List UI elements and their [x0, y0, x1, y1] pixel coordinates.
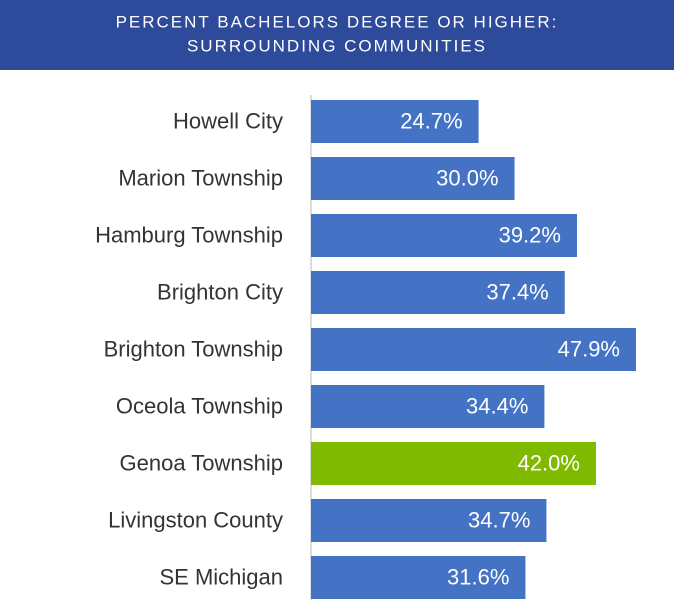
category-label: Marion Township: [118, 165, 283, 190]
bar: [311, 271, 565, 314]
category-label: Hamburg Township: [95, 222, 283, 247]
bar: [311, 214, 577, 257]
value-label: 47.9%: [558, 336, 620, 361]
bar: [311, 157, 515, 200]
category-label: Brighton Township: [104, 336, 283, 361]
chart-title: SURROUNDING COMMUNITIES: [187, 36, 487, 55]
category-label: Brighton City: [157, 279, 283, 304]
value-label: 30.0%: [436, 165, 498, 190]
bar: [311, 100, 479, 143]
value-label: 24.7%: [400, 108, 462, 133]
category-label: Howell City: [173, 108, 283, 133]
category-label: Genoa Township: [120, 450, 284, 475]
title-banner: [0, 0, 674, 70]
value-label: 42.0%: [518, 450, 580, 475]
chart-title: PERCENT BACHELORS DEGREE OR HIGHER:: [116, 12, 559, 31]
category-label: Livingston County: [108, 507, 283, 532]
value-label: 34.7%: [468, 507, 530, 532]
bar: [311, 442, 596, 485]
value-label: 39.2%: [499, 222, 561, 247]
value-label: 37.4%: [486, 279, 548, 304]
value-label: 31.6%: [447, 564, 509, 589]
bar: [311, 385, 545, 428]
bar: [311, 328, 637, 371]
bar: [311, 556, 526, 599]
bar: [311, 499, 547, 542]
value-label: 34.4%: [466, 393, 528, 418]
category-label: Oceola Township: [116, 393, 283, 418]
category-label: SE Michigan: [159, 564, 283, 589]
